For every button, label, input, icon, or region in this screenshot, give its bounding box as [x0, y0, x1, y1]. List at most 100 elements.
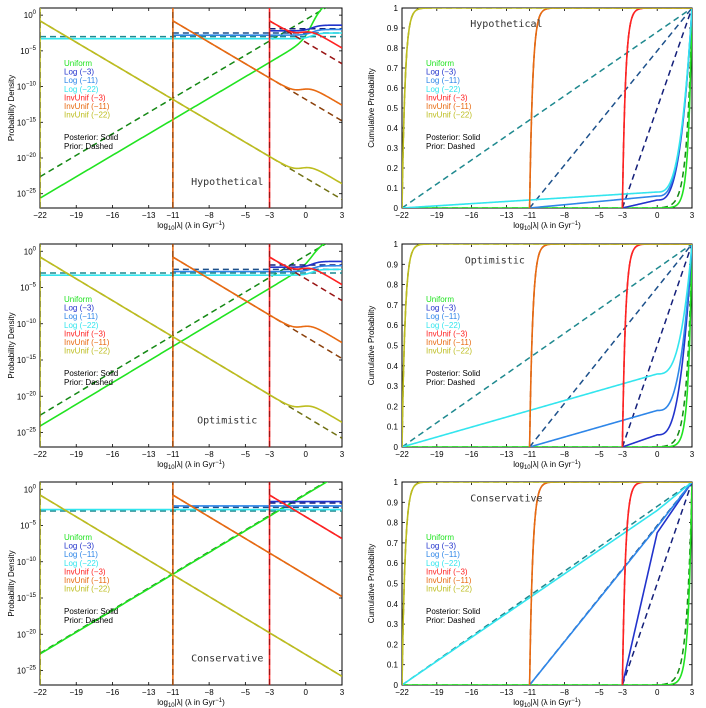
x-tick-label: −16 — [106, 450, 120, 459]
x-tick-label: 3 — [690, 688, 695, 697]
x-tick-label: −11 — [523, 211, 537, 220]
legend-entry: InvUnif (−11) — [426, 102, 472, 111]
scenario-label: Hypothetical — [191, 177, 263, 188]
y-tick-label: 10−25 — [17, 189, 37, 199]
x-tick-label: −8 — [560, 211, 570, 220]
y-tick-label: 0.1 — [387, 184, 399, 193]
uniform-prior — [40, 8, 327, 178]
legend-entry: Uniform — [64, 59, 92, 68]
y-tick-label: 0 — [394, 443, 399, 452]
x-tick-label: −3 — [265, 688, 275, 697]
y-axis-label: Cumulative Probability — [367, 544, 376, 624]
legend-entry: InvUnif (−11) — [426, 576, 472, 585]
y-tick-label: 10−10 — [17, 82, 37, 92]
y-tick-label: 0.5 — [387, 104, 399, 113]
density-panel-1: −22 −19 −16 −13 −11 −8 −5 −3 0 3 log10|λ| (λ in Gy… — [7, 243, 345, 471]
log-posterior — [172, 264, 342, 273]
x-tick-label: 3 — [690, 450, 695, 459]
invunif-posterior — [40, 494, 342, 677]
x-tick-label: −5 — [595, 688, 605, 697]
invunif-posterior — [621, 482, 692, 685]
legend-entry: Log (−3) — [426, 542, 456, 551]
invunif-prior — [40, 256, 342, 439]
y-tick-label: 0.2 — [387, 640, 399, 649]
x-tick-label: −16 — [465, 211, 479, 220]
y-tick-label: 10−25 — [17, 666, 37, 676]
y-tick-label: 0.7 — [387, 301, 399, 310]
y-tick-label: 0 — [394, 204, 399, 213]
log-posterior — [402, 244, 692, 447]
x-tick-label: 3 — [340, 688, 345, 697]
prior-note: Prior: Dashed — [64, 616, 113, 625]
x-tick-label: 0 — [655, 211, 660, 220]
log-prior — [621, 8, 692, 208]
y-tick-label: 0.8 — [387, 281, 399, 290]
cdf-panel-1: −22 −19 −16 −13 −11 −8 −5 −3 0 3 log10|λ| (λ in Gy… — [367, 240, 695, 471]
y-tick-label: 10−5 — [20, 521, 36, 531]
legend-entry: Log (−22) — [64, 559, 99, 568]
x-tick-label: −13 — [142, 450, 156, 459]
y-tick-label: 10−15 — [17, 117, 37, 127]
y-tick-label: 0.3 — [387, 144, 399, 153]
legend-entry: Log (−11) — [64, 76, 98, 85]
log-posterior — [528, 482, 692, 685]
invunif-posterior — [621, 8, 692, 208]
y-tick-label: 0.2 — [387, 402, 399, 411]
legend-entry: Uniform — [426, 295, 454, 304]
y-tick-label: 0.4 — [387, 124, 399, 133]
y-tick-label: 0.8 — [387, 519, 399, 528]
legend-entry: Log (−3) — [426, 68, 456, 77]
legend-entry: Log (−3) — [64, 68, 94, 77]
legend-entry: InvUnif (−22) — [64, 111, 110, 120]
x-tick-label: −3 — [618, 450, 628, 459]
y-tick-label: 0.1 — [387, 423, 399, 432]
legend-entry: InvUnif (−3) — [64, 93, 106, 102]
y-tick-label: 0.7 — [387, 539, 399, 548]
legend-entry: Log (−22) — [64, 321, 99, 330]
legend-entry: InvUnif (−22) — [426, 347, 472, 356]
y-tick-label: 0.6 — [387, 84, 399, 93]
y-tick-label: 10−10 — [17, 557, 37, 567]
x-tick-label: −16 — [106, 211, 120, 220]
x-tick-label: 0 — [304, 211, 309, 220]
y-tick-label: 0.2 — [387, 164, 399, 173]
x-tick-label: −5 — [241, 688, 251, 697]
y-tick-label: 10−5 — [20, 283, 36, 293]
posterior-note: Posterior: Solid — [426, 133, 480, 142]
invunif-posterior — [40, 256, 342, 424]
y-tick-label: 0.3 — [387, 620, 399, 629]
legend-entry: Log (−22) — [64, 85, 99, 94]
log-prior — [621, 482, 692, 685]
x-tick-label: −19 — [430, 450, 444, 459]
legend-entry: InvUnif (−22) — [426, 111, 472, 120]
y-tick-label: 1 — [394, 240, 399, 249]
posterior-note: Posterior: Solid — [426, 607, 480, 616]
x-tick-label: 0 — [655, 688, 660, 697]
x-tick-label: −19 — [69, 688, 83, 697]
y-tick-label: 1 — [394, 4, 399, 13]
x-tick-label: −3 — [618, 211, 628, 220]
y-tick-label: 0.5 — [387, 580, 399, 589]
legend-entry: Log (−11) — [64, 312, 98, 321]
x-tick-label: −13 — [142, 688, 156, 697]
legend-entry: InvUnif (−22) — [64, 585, 110, 594]
legend-entry: Uniform — [64, 295, 92, 304]
legend-entry: InvUnif (−22) — [426, 585, 472, 594]
y-axis-label: Cumulative Probability — [367, 68, 376, 148]
x-tick-label: −8 — [205, 211, 215, 220]
scenario-label: Hypothetical — [470, 19, 542, 30]
uniform-posterior — [40, 8, 324, 199]
x-tick-label: −13 — [142, 211, 156, 220]
prior-note: Prior: Dashed — [64, 142, 113, 151]
log-posterior — [269, 24, 342, 32]
log-prior — [529, 8, 692, 208]
x-axis-label: log10|λ| (λ in Gyr−1) — [157, 221, 225, 232]
x-tick-label: −19 — [69, 211, 83, 220]
legend-entry: Log (−3) — [426, 304, 456, 313]
invunif-posterior — [40, 20, 342, 185]
y-tick-label: 0.4 — [387, 362, 399, 371]
log-posterior — [529, 244, 692, 447]
posterior-note: Posterior: Solid — [64, 369, 118, 378]
legend-entry: InvUnif (−22) — [64, 347, 110, 356]
